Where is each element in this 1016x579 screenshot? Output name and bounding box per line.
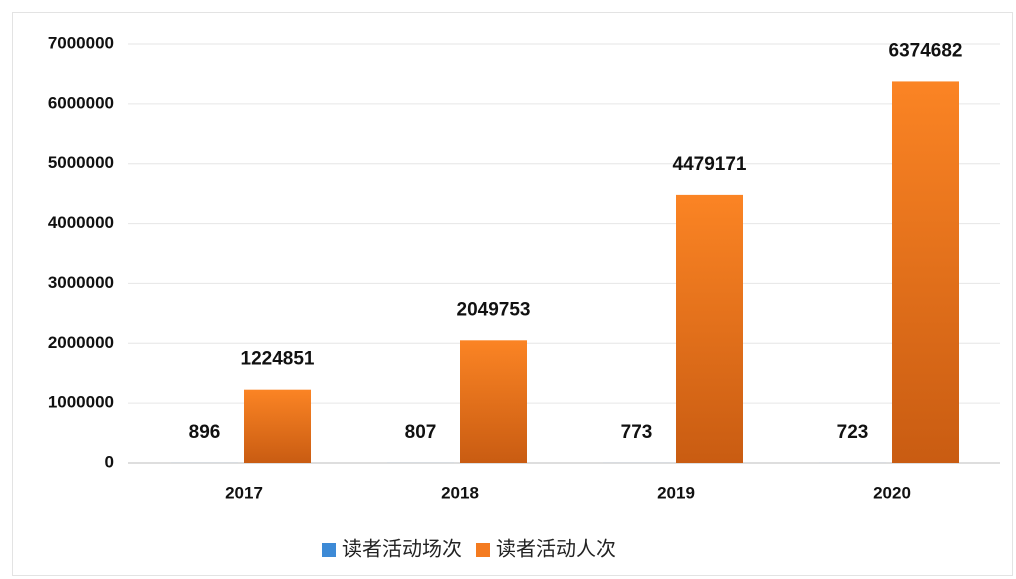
value-label: 1224851 <box>241 349 315 370</box>
bar <box>892 81 959 463</box>
value-label: 807 <box>405 422 437 443</box>
bar <box>676 194 743 463</box>
value-label: 4479171 <box>673 154 747 175</box>
legend-swatch <box>322 543 336 557</box>
y-tick-label: 4000000 <box>48 213 114 232</box>
value-label: 896 <box>189 422 221 443</box>
y-tick-label: 7000000 <box>48 33 114 52</box>
x-tick-label: 2018 <box>441 483 479 502</box>
value-label: 773 <box>621 422 653 443</box>
y-tick-label: 5000000 <box>48 153 114 172</box>
y-tick-label: 1000000 <box>48 393 114 412</box>
y-tick-label: 0 <box>105 452 114 471</box>
x-tick-label: 2019 <box>657 483 695 502</box>
x-tick-label: 2020 <box>873 483 911 502</box>
legend-swatch <box>476 543 490 557</box>
y-tick-label: 2000000 <box>48 333 114 352</box>
bar <box>244 389 311 463</box>
value-label: 6374682 <box>889 40 963 61</box>
y-tick-label: 6000000 <box>48 93 114 112</box>
value-label: 2049753 <box>457 299 531 320</box>
y-tick-label: 3000000 <box>48 273 114 292</box>
legend-label: 读者活动场次 <box>342 537 462 561</box>
legend-label: 读者活动人次 <box>496 537 616 561</box>
bar <box>460 340 527 463</box>
x-tick-label: 2017 <box>225 483 263 502</box>
frame <box>12 12 1013 576</box>
value-label: 723 <box>837 422 869 443</box>
